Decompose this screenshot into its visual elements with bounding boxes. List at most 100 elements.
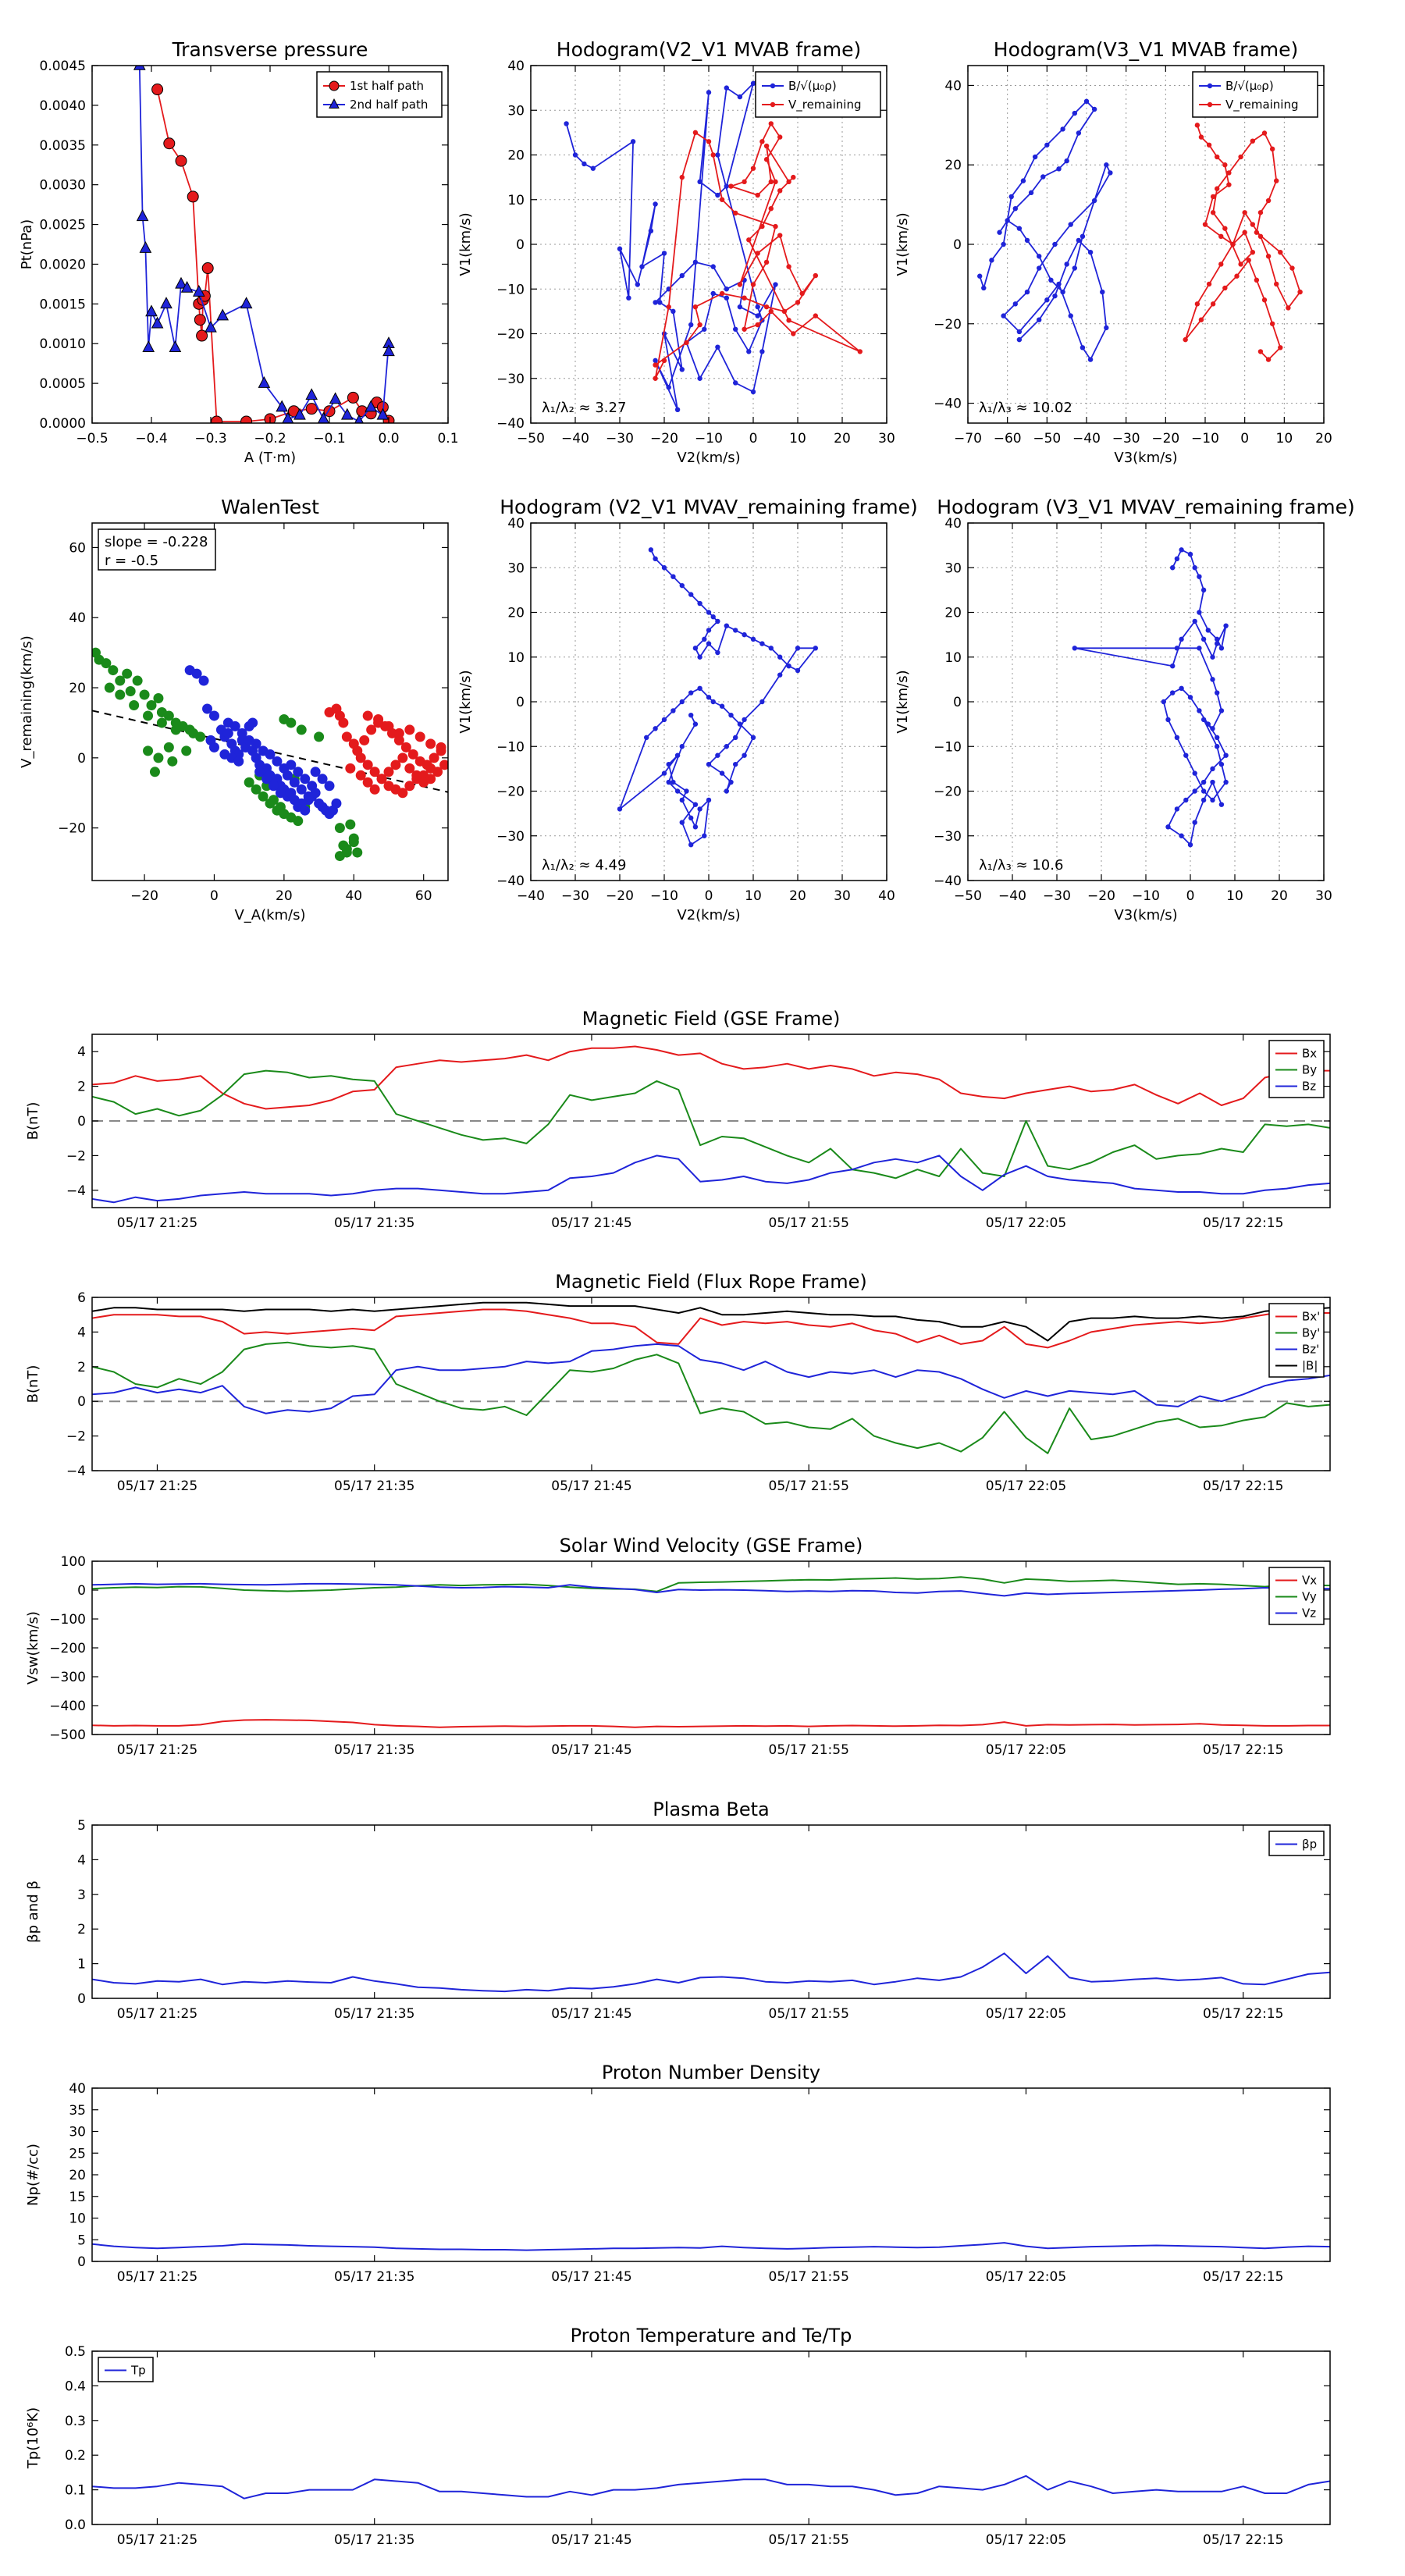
data-point <box>129 699 140 710</box>
data-point <box>1104 325 1109 331</box>
data-point <box>390 760 401 770</box>
data-point <box>706 628 712 633</box>
data-point <box>697 375 702 381</box>
y-tick-label: −500 <box>49 1727 86 1743</box>
data-point <box>397 753 408 763</box>
data-point <box>180 280 194 293</box>
data-point <box>163 742 174 753</box>
data-point <box>1198 317 1204 322</box>
plot-area <box>968 66 1324 423</box>
data-point <box>1072 646 1078 651</box>
data-point <box>1246 258 1251 263</box>
series-1 <box>92 1069 1330 1179</box>
data-point <box>382 344 395 357</box>
data-point <box>153 753 164 763</box>
data-point <box>733 326 738 332</box>
data-point <box>1254 277 1260 283</box>
x-tick-label: −30 <box>1112 431 1140 447</box>
data-point <box>1008 194 1014 200</box>
data-point <box>777 188 783 194</box>
data-point <box>1274 281 1279 287</box>
data-point <box>781 308 788 315</box>
data-point <box>1210 677 1215 682</box>
data-point <box>324 781 335 792</box>
data-point <box>572 152 578 158</box>
y-tick-label: 0.0005 <box>40 376 86 392</box>
series-3 <box>92 1301 1330 1342</box>
annotation-box <box>98 528 216 571</box>
legend-marker <box>770 83 776 89</box>
data-point <box>251 738 261 749</box>
data-point <box>1210 194 1216 200</box>
data-point <box>1278 249 1283 255</box>
y-tick-label: −400 <box>49 1699 86 1714</box>
data-point <box>170 724 181 735</box>
data-point <box>1087 249 1094 255</box>
data-point <box>1218 761 1225 767</box>
data-point <box>750 80 756 87</box>
axes-frame <box>91 2350 1331 2525</box>
data-point <box>679 174 685 180</box>
x-tick-label: 05/17 21:45 <box>551 2269 631 2285</box>
data-point <box>411 770 422 781</box>
data-point <box>125 686 136 697</box>
data-point <box>1218 262 1224 267</box>
axes-frame <box>91 1034 1331 1208</box>
data-point <box>661 251 667 256</box>
series-line <box>92 1582 1330 1597</box>
data-point <box>205 320 217 333</box>
chart-title: Magnetic Field (GSE Frame) <box>582 1008 841 1030</box>
data-point <box>692 130 699 136</box>
data-point <box>724 183 729 189</box>
x-tick-label: −20 <box>130 888 158 904</box>
data-point <box>679 820 685 825</box>
data-point <box>1040 174 1046 180</box>
data-point <box>768 206 774 212</box>
data-point <box>1257 233 1264 240</box>
fit-line <box>92 710 448 793</box>
data-point <box>233 756 244 767</box>
legend-label: 1st half path <box>350 79 424 93</box>
data-point <box>1024 289 1030 295</box>
annotation-text: r = -0.5 <box>105 553 158 569</box>
data-point <box>857 349 863 354</box>
x-tick-label: −50 <box>1033 431 1061 447</box>
data-point <box>755 313 760 318</box>
x-tick-label: 40 <box>878 888 895 904</box>
x-tick-label: 05/17 21:45 <box>551 2532 631 2548</box>
data-point <box>340 407 354 420</box>
annotation-text: λ₁/λ₃ ≈ 10.6 <box>979 857 1063 873</box>
x-tick-label: −40 <box>998 888 1026 904</box>
chart-title: Hodogram(V2_V1 MVAB frame) <box>557 38 861 61</box>
data-point <box>1218 802 1225 807</box>
data-point <box>688 592 694 597</box>
data-point <box>813 313 819 318</box>
y-tick-label: 0.0040 <box>40 98 86 114</box>
data-point <box>1261 297 1268 303</box>
data-point <box>169 340 182 353</box>
series-0 <box>92 2475 1330 2500</box>
data-point <box>108 665 119 676</box>
y-tick-label: −20 <box>496 327 525 343</box>
y-tick-label: 25 <box>69 2146 86 2161</box>
data-point <box>1230 241 1236 247</box>
data-point <box>684 340 689 346</box>
data-point <box>1108 170 1113 176</box>
chart-h31r: Hodogram (V3_V1 MVAV_remaining frame) −50… <box>895 496 1355 923</box>
y-tick-label: 5 <box>77 1818 86 1834</box>
data-point <box>795 646 801 651</box>
data-point <box>1226 182 1232 187</box>
data-point <box>706 695 712 700</box>
x-tick-label: 0 <box>749 431 758 447</box>
data-point <box>376 407 389 420</box>
data-point <box>237 728 247 738</box>
data-point <box>1234 273 1240 279</box>
series-0 <box>617 547 819 848</box>
data-point <box>354 414 364 423</box>
data-point <box>1016 226 1023 231</box>
data-point <box>104 682 115 693</box>
data-point <box>763 259 770 265</box>
legend-marker <box>329 98 340 109</box>
legend-label: V_remaining <box>1225 98 1299 112</box>
data-point <box>1289 265 1295 271</box>
